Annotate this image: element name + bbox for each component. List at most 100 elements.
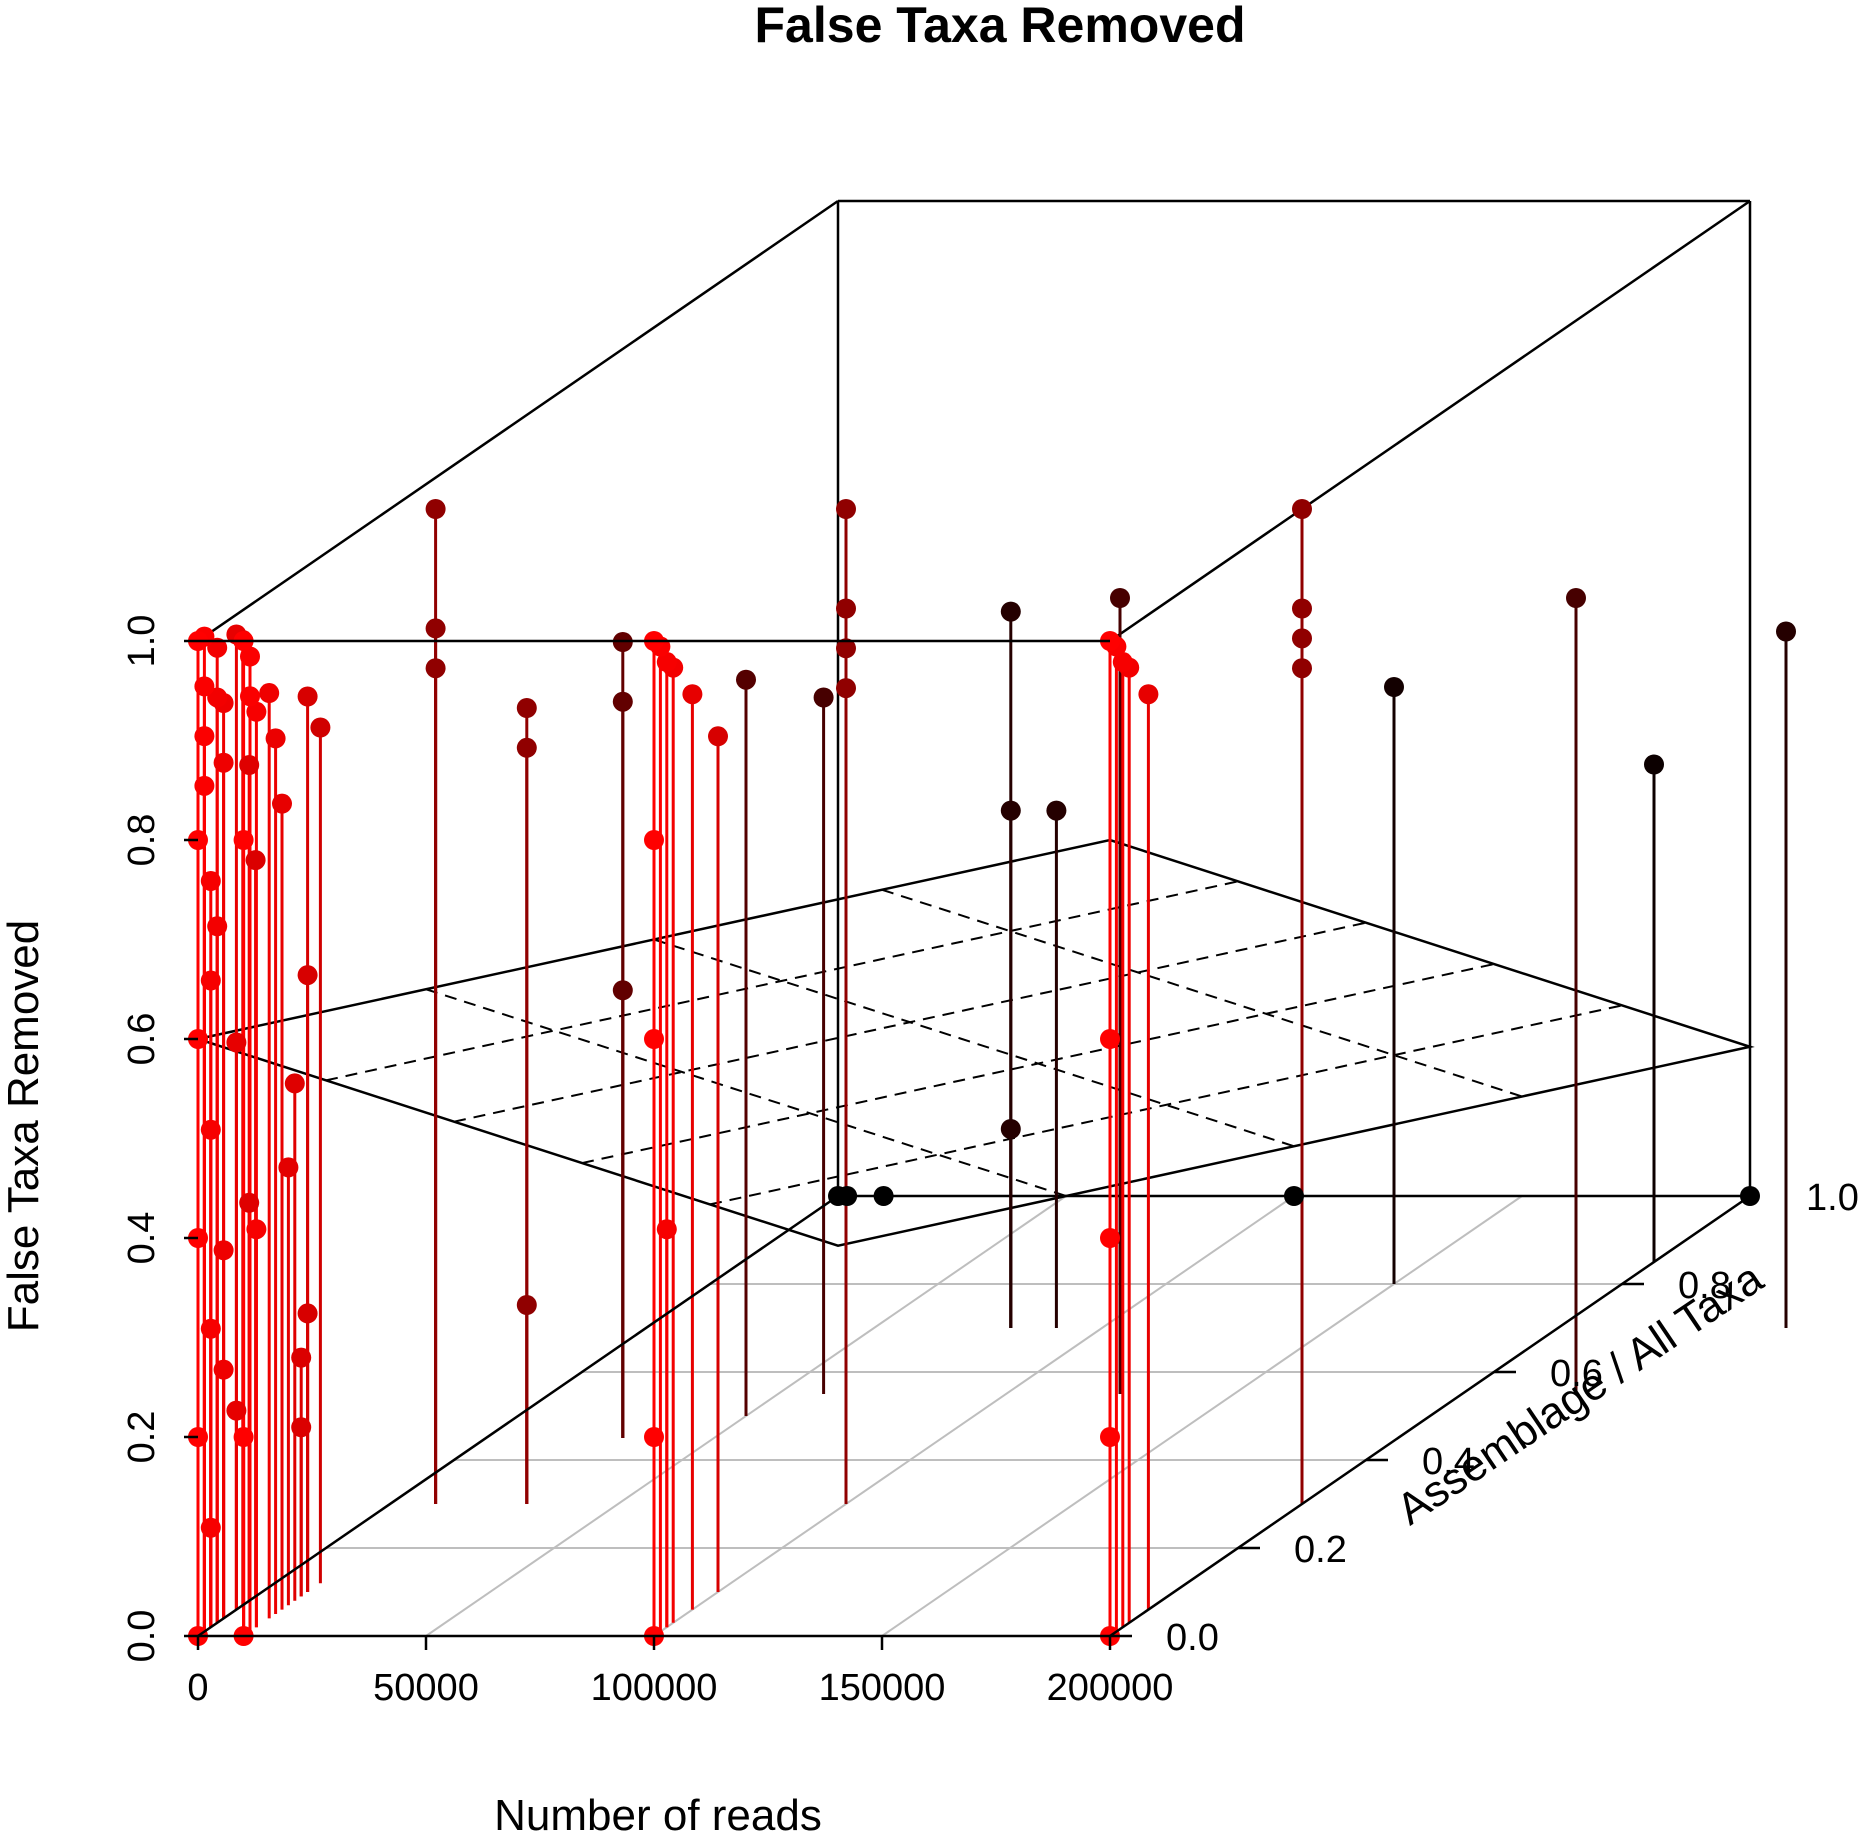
data-point [1138, 684, 1159, 705]
data-point [284, 1073, 305, 1094]
x-axis-label: Number of reads [494, 1791, 822, 1831]
data-point [1100, 1228, 1120, 1248]
data-point [272, 793, 292, 814]
plane-outline [193, 838, 1755, 1248]
y-tick-label: 1.0 [1806, 1177, 1859, 1219]
regression-plane [193, 838, 1755, 1248]
floor-grid-line [653, 1195, 1295, 1637]
data-point [226, 1400, 247, 1421]
data-point [516, 698, 537, 718]
box-edge [197, 1194, 839, 1638]
y-tick-label: 0.6 [1550, 1353, 1603, 1395]
data-point [644, 1427, 664, 1447]
data-point [200, 870, 221, 891]
data-point [1112, 652, 1133, 673]
axis-ticks: 0 50000 100000 150000 200000 0.0 0.2 0.4 0.6 0.8 1… [121, 615, 1859, 1709]
data-point [836, 499, 856, 519]
y-axis-label: Assemblage / All Taxa [1388, 1253, 1772, 1534]
y-tick-label: 0.4 [1422, 1441, 1475, 1483]
data-point [1284, 1186, 1304, 1206]
data-point [259, 683, 280, 704]
box-edge [1109, 1194, 1751, 1638]
box-back-edges [197, 199, 1752, 1198]
data-point [194, 775, 215, 796]
box-edge [197, 199, 839, 643]
data-point [310, 717, 331, 738]
data-point [207, 916, 228, 937]
z-tick-label: 0.4 [121, 1212, 163, 1265]
data-point [836, 678, 856, 699]
data-point [1384, 677, 1404, 697]
z-tick-label: 1.0 [121, 615, 163, 668]
data-point [1644, 754, 1664, 775]
data-point [246, 1219, 267, 1240]
y-tick-label: 0.8 [1678, 1265, 1731, 1307]
data-point [644, 830, 664, 850]
data-point [1292, 598, 1312, 619]
data-point [425, 618, 446, 639]
data-point [516, 1295, 537, 1315]
data-point [656, 1219, 677, 1240]
data-point [297, 965, 318, 986]
data-point [837, 1186, 858, 1206]
data-point [425, 499, 446, 519]
y-tick-label: 0.2 [1294, 1529, 1347, 1571]
plane-grid-line [453, 921, 1367, 1123]
data-point [240, 686, 260, 707]
point-stems [196, 509, 1788, 1636]
plane-grid-line [425, 988, 1067, 1197]
data-point [239, 1192, 260, 1213]
data-point [1100, 1029, 1120, 1049]
data-point [1776, 621, 1796, 642]
data-point [836, 598, 856, 619]
x-tick-label: 200000 [1047, 1667, 1174, 1709]
data-point [213, 752, 234, 773]
data-point [836, 638, 856, 659]
data-point [226, 1032, 247, 1053]
data-points [188, 499, 1796, 1646]
data-point [200, 1517, 221, 1538]
data-point [873, 1186, 894, 1206]
data-point [612, 980, 633, 1001]
data-point [265, 728, 286, 749]
data-point [1110, 588, 1130, 608]
data-point [682, 684, 703, 705]
x-tick-label: 0 [187, 1667, 208, 1709]
z-tick-label: 0.0 [121, 1610, 163, 1663]
data-point [1000, 1119, 1021, 1139]
plane-grid-line [709, 1004, 1623, 1206]
data-point [1000, 800, 1021, 821]
data-point [1046, 800, 1067, 821]
data-point [291, 1417, 312, 1438]
data-point [644, 1029, 664, 1049]
data-point [1000, 601, 1021, 622]
data-point [233, 830, 254, 850]
data-point [297, 686, 318, 707]
box-edge [1109, 199, 1751, 643]
data-point [194, 726, 215, 747]
data-point [708, 726, 728, 747]
data-point [233, 1427, 254, 1447]
data-point [612, 691, 633, 712]
floor-grid-line [881, 1195, 1523, 1637]
z-tick-label: 0.8 [121, 814, 163, 867]
data-point [194, 676, 215, 697]
x-tick-label: 100000 [591, 1667, 718, 1709]
data-point [200, 970, 221, 991]
data-point [1100, 1427, 1120, 1447]
data-point [200, 1318, 221, 1339]
data-point [656, 652, 677, 673]
plane-grid-line [325, 880, 1239, 1082]
data-point [213, 1359, 234, 1380]
plane-grid-line [881, 888, 1523, 1098]
plane-grid-line [581, 963, 1495, 1165]
chart-title: False Taxa Removed [755, 0, 1246, 53]
y-tick-label: 0.0 [1166, 1617, 1219, 1659]
z-tick-label: 0.2 [121, 1411, 163, 1464]
data-point [1292, 499, 1312, 519]
data-point [246, 701, 267, 722]
data-point [200, 1119, 221, 1140]
z-tick-label: 0.6 [121, 1013, 163, 1066]
data-point [813, 687, 834, 708]
